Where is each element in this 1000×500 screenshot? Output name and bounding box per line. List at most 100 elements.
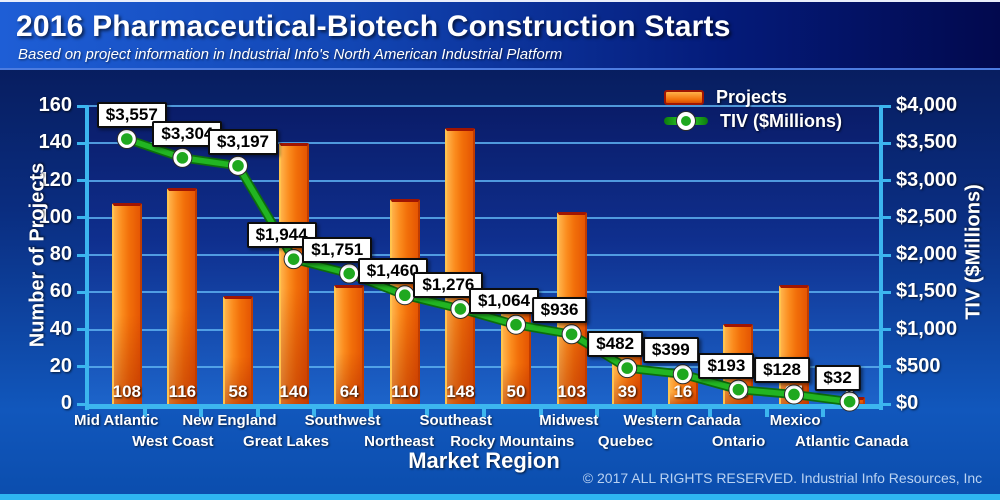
bar-great-lakes[interactable]: 140 bbox=[278, 143, 309, 404]
right-axis-tick bbox=[880, 179, 891, 182]
left-axis-tick-label: 140 bbox=[38, 131, 72, 154]
x-label-quebec: Quebec bbox=[597, 433, 653, 450]
right-axis-tick bbox=[880, 328, 891, 331]
left-axis-tick bbox=[77, 141, 88, 145]
right-axis-tick bbox=[880, 216, 891, 220]
right-axis-title: TIV ($Millions) bbox=[962, 184, 985, 320]
bar-southeast[interactable]: 148 bbox=[445, 128, 476, 404]
x-axis-tick[interactable] bbox=[708, 409, 713, 417]
x-axis-title: Market Region bbox=[408, 448, 560, 473]
right-axis-tick bbox=[880, 141, 891, 145]
right-axis-tick bbox=[880, 104, 891, 108]
legend: Projects TIV ($Millions) bbox=[664, 85, 842, 133]
left-axis-tick-label: 20 bbox=[49, 354, 72, 377]
right-axis-tick bbox=[880, 290, 891, 294]
bar-northeast[interactable]: 110 bbox=[389, 199, 420, 404]
x-axis-tick[interactable] bbox=[368, 409, 373, 417]
x-axis-tick[interactable] bbox=[255, 409, 260, 417]
bottom-accent-bar bbox=[0, 494, 1000, 500]
bar-value-label: 148 bbox=[446, 381, 475, 401]
left-axis-tick bbox=[77, 216, 88, 220]
x-label-mid-atlantic: Mid Atlantic bbox=[74, 412, 159, 429]
bar-southwest[interactable]: 64 bbox=[334, 284, 365, 404]
right-axis-tick-label: $0 bbox=[896, 392, 919, 414]
left-axis-tick bbox=[77, 104, 88, 108]
x-axis-tick[interactable] bbox=[482, 409, 486, 417]
copyright-text: © 2017 ALL RIGHTS RESERVED. Industrial I… bbox=[582, 470, 983, 486]
right-axis-tick bbox=[880, 365, 891, 369]
page-subtitle: Based on project information in Industri… bbox=[18, 46, 563, 63]
bar-mexico[interactable]: 64 bbox=[779, 284, 809, 404]
x-axis-tick[interactable] bbox=[142, 409, 147, 417]
bar-value-label: 64 bbox=[339, 381, 359, 401]
h-gridline bbox=[88, 328, 880, 331]
bar-value-label: 16 bbox=[673, 381, 693, 401]
bar-value-label: 140 bbox=[279, 382, 308, 401]
right-axis-tick-label: $2,000 bbox=[896, 243, 958, 265]
legend-label-tiv: TIV ($Millions) bbox=[720, 110, 843, 131]
left-axis-title: Number of Projects bbox=[26, 162, 49, 348]
tiv-value-callout: $936 bbox=[531, 297, 588, 324]
x-axis-tick[interactable] bbox=[312, 409, 317, 417]
x-label-midwest: Midwest bbox=[539, 412, 599, 429]
tiv-value-callout: $193 bbox=[698, 352, 755, 379]
left-axis-tick bbox=[77, 402, 88, 406]
bar-west-coast[interactable]: 116 bbox=[167, 187, 198, 404]
bar-western-canada[interactable]: 16 bbox=[667, 374, 698, 404]
bar-rocky-mountains[interactable]: 50 bbox=[501, 310, 531, 404]
bar-value-label: 64 bbox=[784, 381, 804, 401]
left-axis-tick-label: 40 bbox=[49, 317, 72, 340]
header: 2016 Pharmaceutical-Biotech Construction… bbox=[0, 0, 1000, 70]
right-axis-tick-label: $1,000 bbox=[896, 317, 958, 340]
left-axis-tick bbox=[77, 253, 88, 257]
left-axis-tick bbox=[77, 365, 88, 369]
tiv-value-callout: $3,557 bbox=[96, 102, 167, 128]
legend-item-projects[interactable]: Projects bbox=[664, 85, 842, 109]
bar-value-label: 103 bbox=[557, 381, 586, 401]
x-axis-tick[interactable] bbox=[595, 409, 600, 417]
left-axis-line bbox=[85, 106, 89, 410]
x-label-southwest: Southwest bbox=[304, 412, 381, 429]
bar-atlantic-canada[interactable]: 4 bbox=[834, 382, 865, 404]
right-axis-tick-label: $500 bbox=[896, 354, 941, 377]
h-gridline bbox=[88, 254, 880, 256]
line-marker-swatch-icon bbox=[664, 112, 708, 130]
right-axis-tick-label: $2,500 bbox=[896, 205, 958, 228]
bar-value-label: 108 bbox=[112, 381, 141, 401]
left-axis-tick-label: 0 bbox=[60, 392, 72, 414]
bar-value-label: 39 bbox=[617, 381, 637, 401]
right-axis-tick-label: $3,500 bbox=[896, 131, 958, 154]
x-label-new-england: New England bbox=[182, 412, 277, 429]
x-axis-tick[interactable] bbox=[538, 409, 543, 417]
x-axis-tick[interactable] bbox=[821, 409, 826, 417]
x-axis-line bbox=[85, 404, 883, 409]
tiv-value-callout: $128 bbox=[754, 357, 810, 384]
right-axis-tick bbox=[880, 253, 891, 257]
tiv-value-callout: $32 bbox=[814, 364, 861, 391]
bar-mid-atlantic[interactable]: 108 bbox=[111, 202, 142, 404]
bar-new-england[interactable]: 58 bbox=[223, 295, 253, 404]
x-axis-tick[interactable] bbox=[651, 409, 656, 417]
bar-value-label: 58 bbox=[228, 381, 248, 401]
tiv-value-callout: $399 bbox=[642, 337, 699, 364]
left-axis-tick-label: 60 bbox=[49, 280, 72, 303]
x-label-southeast: Southeast bbox=[419, 412, 492, 429]
left-axis-tick-label: 100 bbox=[38, 205, 72, 228]
bar-value-label: 116 bbox=[168, 381, 197, 401]
h-gridline bbox=[88, 216, 880, 219]
right-axis-tick-label: $3,000 bbox=[896, 168, 958, 191]
x-axis-tick[interactable] bbox=[199, 409, 204, 417]
x-axis-tick[interactable] bbox=[425, 409, 430, 417]
legend-item-tiv[interactable]: TIV ($Millions) bbox=[664, 109, 842, 133]
x-label-west-coast: West Coast bbox=[132, 433, 214, 450]
x-axis-tick[interactable] bbox=[764, 409, 769, 417]
left-axis-tick bbox=[77, 179, 88, 182]
right-axis-tick-label: $1,500 bbox=[896, 280, 958, 303]
tiv-value-callout: $482 bbox=[587, 331, 644, 358]
tiv-value-callout: $3,197 bbox=[208, 128, 278, 155]
x-label-western-canada: Western Canada bbox=[623, 412, 741, 429]
bar-value-label: 43 bbox=[728, 381, 748, 401]
left-axis-tick bbox=[77, 328, 88, 331]
x-label-ontario: Ontario bbox=[711, 433, 766, 450]
